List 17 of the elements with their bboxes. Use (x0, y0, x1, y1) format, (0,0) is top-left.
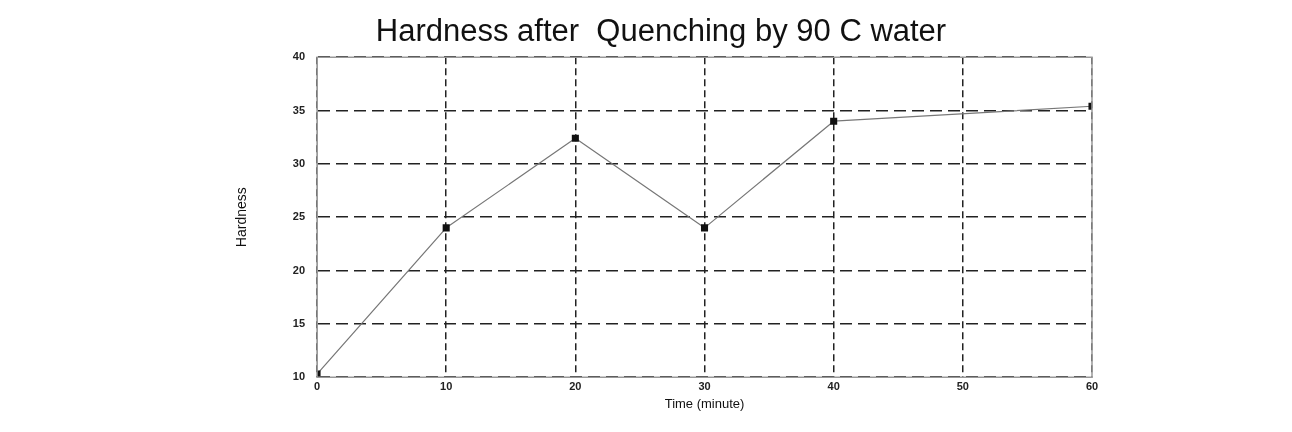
x-tick-label: 20 (569, 379, 582, 392)
y-tick-label: 35 (292, 103, 306, 116)
y-tick-label: 20 (292, 263, 306, 276)
x-tick-label: 50 (956, 379, 969, 392)
y-tick-label: 25 (292, 210, 306, 223)
x-tick-label: 10 (440, 379, 453, 392)
y-tick-label: 10 (292, 370, 306, 383)
chart-title: Hardness after Quenching by 90 C water (375, 13, 947, 49)
y-axis-title: Hardness (233, 187, 250, 248)
x-tick-label: 0 (313, 379, 321, 392)
y-tick-label: 40 (292, 50, 306, 63)
x-tick-label: 30 (698, 379, 711, 392)
y-tick-label: 15 (292, 316, 306, 329)
y-tick-label: 30 (292, 156, 306, 169)
x-tick-label: 60 (1085, 379, 1099, 392)
x-axis-title: Time (minute) (664, 395, 745, 411)
x-tick-label: 40 (827, 379, 840, 392)
